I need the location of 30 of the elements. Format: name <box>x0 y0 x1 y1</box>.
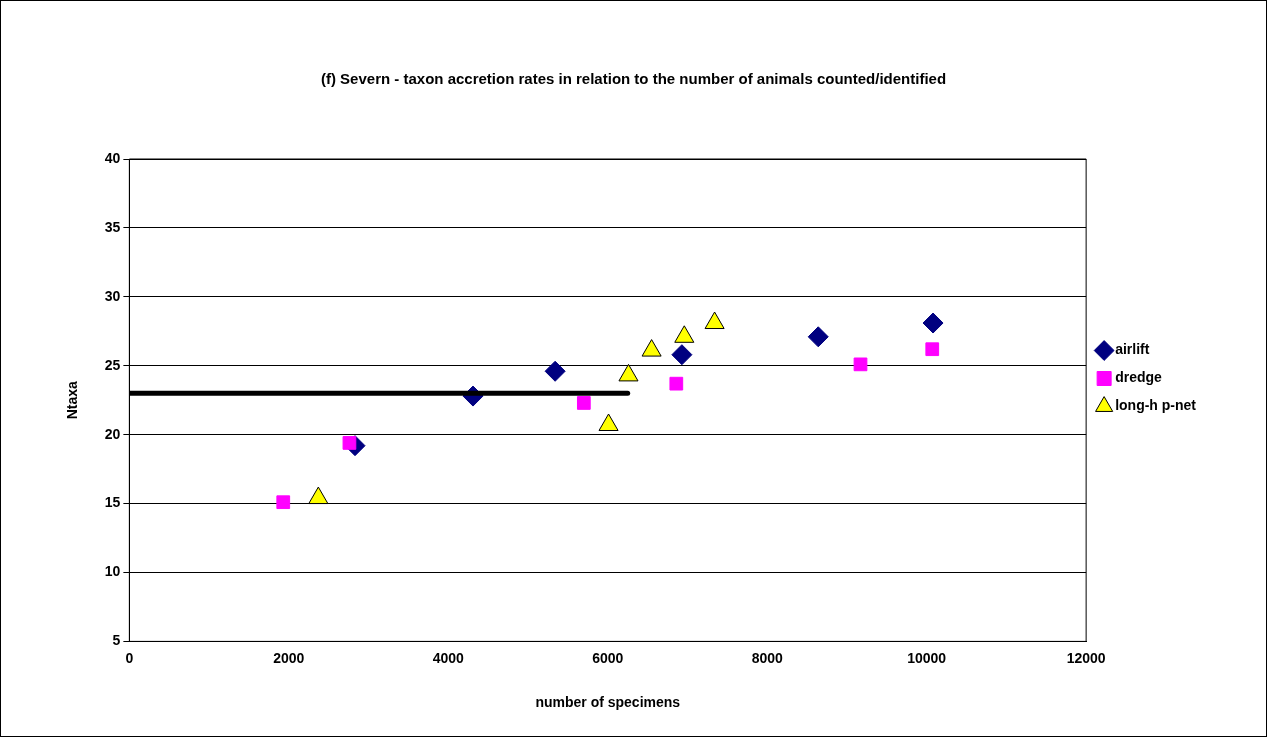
legend-label: dredge <box>1115 369 1163 386</box>
chart-title: (f) Severn - taxon accretion rates in relation to the number of animals counted/identified <box>320 70 947 88</box>
point <box>922 312 944 334</box>
x-tick-label: 6000 <box>592 649 624 666</box>
y-axis-title: Ntaxa <box>64 380 81 420</box>
legend-label: airlift <box>1115 341 1150 358</box>
point <box>276 495 291 510</box>
point <box>807 326 829 348</box>
y-tick-label: 30 <box>104 287 121 304</box>
point <box>576 396 591 410</box>
point <box>853 357 868 372</box>
y-tick-label: 25 <box>104 356 121 373</box>
x-tick-label: 4000 <box>432 649 465 666</box>
y-tick-label: 40 <box>104 149 121 166</box>
y-tick-label: 10 <box>104 563 121 580</box>
point <box>925 342 940 357</box>
point <box>669 376 684 391</box>
x-tick-label: 12000 <box>1066 649 1106 666</box>
x-tick-label: 0 <box>125 649 134 666</box>
point <box>544 360 566 382</box>
legend-label: long-h p-net <box>1115 397 1197 414</box>
x-tick-label: 10000 <box>907 649 947 666</box>
x-tick-label: 8000 <box>751 649 783 666</box>
point <box>671 344 693 366</box>
x-axis-title: number of specimens <box>535 694 681 711</box>
x-tick-label: 2000 <box>273 649 305 666</box>
y-tick-label: 20 <box>104 425 121 442</box>
y-tick-label: 15 <box>104 494 121 511</box>
y-tick-label: 5 <box>112 632 121 649</box>
y-tick-label: 35 <box>104 218 121 235</box>
